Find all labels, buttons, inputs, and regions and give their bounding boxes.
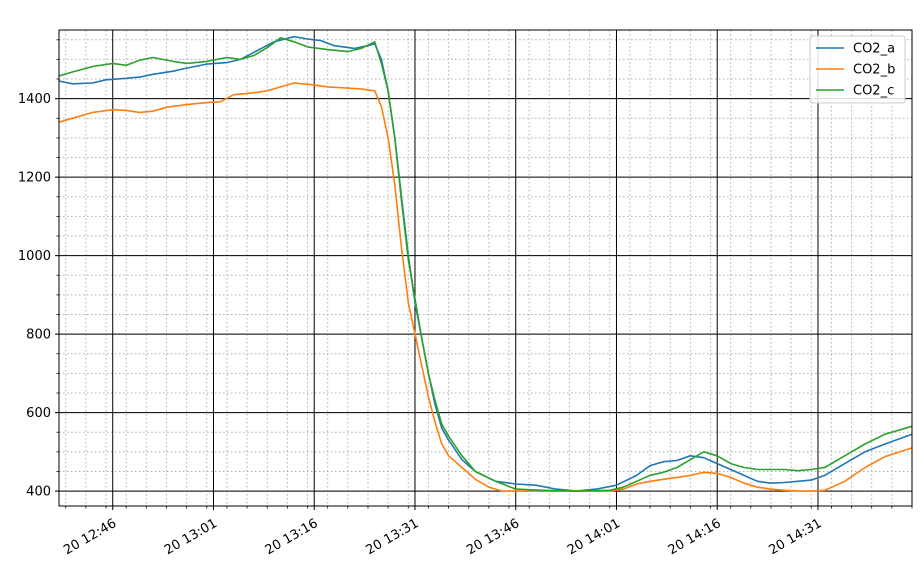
- x-tick-label: 20 14:16: [666, 516, 724, 558]
- x-tick-label: 20 14:01: [565, 516, 623, 558]
- x-tick-label: 20 12:46: [61, 516, 119, 558]
- y-tick-label: 800: [26, 328, 51, 343]
- plot-frame: [58, 29, 913, 507]
- y-tick-label: 1000: [18, 249, 51, 264]
- y-tick-label: 1400: [18, 92, 51, 107]
- legend-label: CO2_b: [853, 63, 895, 78]
- series-line-co2-c: [58, 37, 913, 492]
- series-line-co2-b: [58, 82, 913, 492]
- series-layer: [58, 35, 913, 492]
- minor-grid: [59, 30, 913, 506]
- y-tick-label: 1200: [18, 171, 51, 186]
- series-line-co2-a: [58, 35, 913, 492]
- y-tick-label: 600: [26, 406, 51, 421]
- plot-area: [59, 30, 912, 506]
- x-tick-label: 20 13:16: [263, 516, 321, 558]
- legend-label: CO2_a: [853, 42, 895, 57]
- x-tick-label: 20 14:31: [767, 516, 825, 558]
- legend-box: [809, 35, 906, 104]
- x-axis: 20 12:46 20 13:01 20 13:16 20 13:31 20 13:46…: [61, 506, 913, 558]
- x-tick-label: 20 13:31: [364, 516, 422, 558]
- x-tick-label: 20 13:01: [162, 516, 220, 558]
- y-axis: 400 600 800 1000 1200 1400: [18, 39, 59, 500]
- legend-label: CO2_c: [853, 84, 894, 99]
- x-tick-label: 20 13:46: [464, 516, 522, 558]
- y-tick-label: 400: [26, 485, 51, 500]
- legend: CO2_a CO2_b CO2_c: [809, 35, 906, 104]
